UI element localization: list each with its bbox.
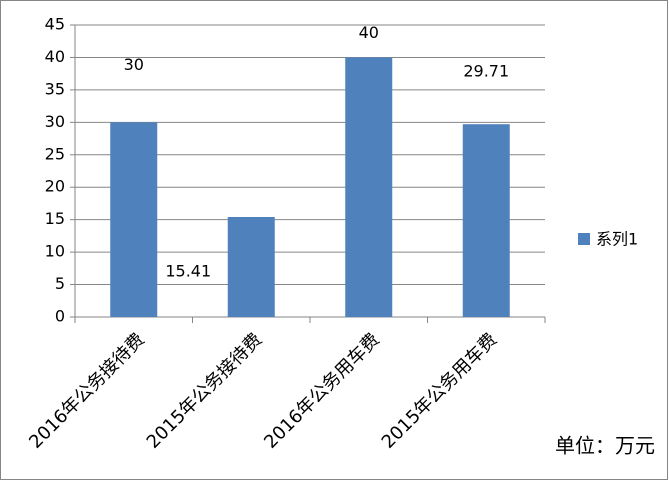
- y-tick-label: 5: [55, 274, 65, 293]
- bar: [345, 57, 393, 317]
- y-tick-label: 40: [45, 47, 65, 66]
- y-tick-label: 0: [55, 307, 65, 326]
- legend-label: 系列1: [596, 230, 638, 249]
- y-tick-label: 45: [45, 15, 65, 34]
- y-tick-label: 10: [45, 242, 65, 261]
- y-tick-label: 20: [45, 177, 65, 196]
- data-label: 15.41: [165, 262, 211, 281]
- data-label: 40: [359, 23, 379, 42]
- bar: [462, 124, 510, 317]
- data-label: 30: [124, 55, 144, 74]
- bar: [110, 122, 158, 317]
- y-tick-label: 30: [45, 112, 65, 131]
- y-tick-label: 35: [45, 79, 65, 98]
- legend-swatch: [578, 233, 590, 245]
- data-label: 29.71: [463, 62, 509, 81]
- y-tick-label: 15: [45, 209, 65, 228]
- bar: [227, 217, 275, 317]
- y-tick-label: 25: [45, 144, 65, 163]
- unit-annotation: 单位：万元: [555, 434, 655, 458]
